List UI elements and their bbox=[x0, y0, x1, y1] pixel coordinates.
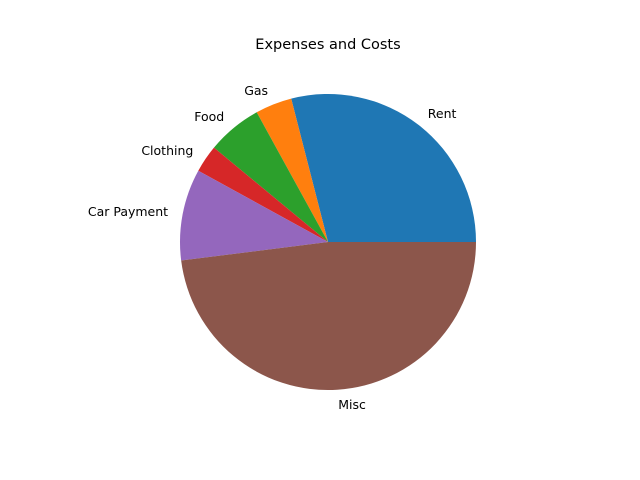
chart-title: Expenses and Costs bbox=[255, 37, 400, 53]
pie-slice-rent bbox=[291, 94, 476, 242]
slice-label-gas: Gas bbox=[244, 83, 268, 98]
pie-slices bbox=[180, 94, 477, 391]
pie-slice-misc bbox=[181, 242, 477, 391]
slice-labels: Rent Gas Food Clothing Car Payment Misc bbox=[88, 83, 457, 412]
pie-slice-clothing bbox=[198, 147, 328, 242]
slice-label-food: Food bbox=[194, 109, 224, 124]
slice-label-car-payment: Car Payment bbox=[88, 204, 168, 219]
slice-label-rent: Rent bbox=[428, 106, 457, 121]
pie-slice-car-payment bbox=[180, 170, 328, 261]
pie-slice-gas bbox=[256, 98, 328, 243]
slice-label-misc: Misc bbox=[338, 397, 366, 412]
slice-label-clothing: Clothing bbox=[141, 143, 193, 158]
pie-slice-food bbox=[213, 112, 328, 242]
